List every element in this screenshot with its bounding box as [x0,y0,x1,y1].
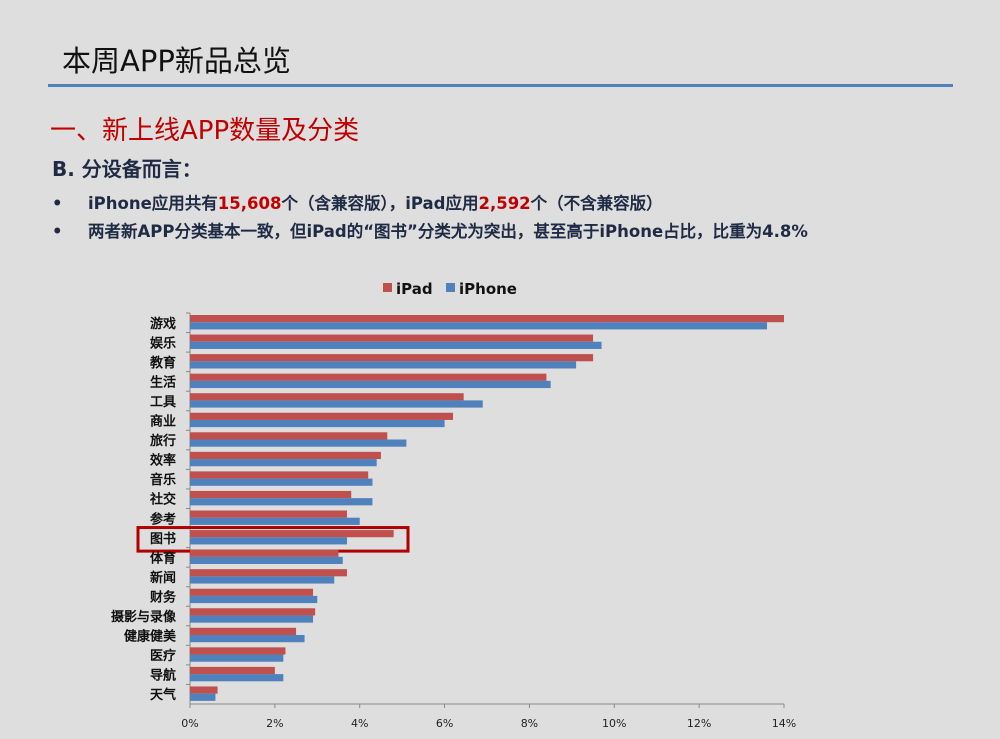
bar-ipad [190,393,464,401]
category-label: 社交 [149,492,176,508]
x-tick-label: 8% [521,717,538,730]
section-heading: 一、新上线APP数量及分类 [50,116,360,146]
bar-ipad [190,588,314,596]
bar-ipad [190,334,594,342]
x-tick-label: 12% [687,717,711,730]
category-label: 生活 [150,374,176,390]
category-label: 新闻 [150,570,176,586]
bar-iphone [190,361,577,369]
bar-ipad [190,549,339,557]
bar-iphone [190,537,347,545]
category-label: 游戏 [150,316,176,332]
bar-iphone [190,322,768,330]
bar-iphone [190,459,377,467]
bullet-dot: • [52,194,63,213]
bar-ipad [190,490,352,499]
bar-ipad [190,354,594,362]
bar-ipad [190,471,369,479]
bar-ipad [190,412,454,420]
category-label: 商业 [150,414,176,430]
bar-iphone [190,576,335,584]
x-tick-label: 6% [436,717,453,730]
bar-ipad [190,666,275,675]
bullet-dot: • [52,222,63,241]
category-label: 旅行 [150,433,176,449]
bar-iphone [190,439,407,447]
bar-iphone [190,498,373,506]
bar-iphone [190,595,318,604]
iphone-count: 15,608 [217,194,282,213]
bar-iphone [190,556,343,564]
bar-iphone [190,674,284,682]
bar-ipad [190,530,394,538]
x-tick-label: 14% [772,717,796,730]
bullet-2: • 两者新APP分类基本一致，但iPad的“图书”分类尤为突出，甚至高于iPhon… [52,218,808,242]
bullet-text: 两者新APP分类基本一致，但iPad的“图书”分类尤为突出，甚至高于iPhone… [88,222,808,241]
bar-iphone [190,517,360,525]
category-label: 导航 [150,668,176,684]
ipad-count: 2,592 [478,194,531,213]
x-tick-label: 10% [602,717,626,730]
bullet-text: iPhone应用共有 [88,194,218,213]
legend-swatch-ipad [383,283,392,292]
category-label: 医疗 [150,648,176,664]
legend-label-ipad: iPad [396,280,433,298]
bar-ipad [190,569,347,577]
bar-ipad [190,647,286,655]
bar-iphone [190,341,602,349]
category-label: 教育 [149,355,176,371]
category-label: 摄影与录像 [111,609,177,625]
category-label: 体育 [150,550,176,566]
category-label: 图书 [150,531,176,547]
bullet-text: 个（含兼容版），iPad应用 [281,194,479,213]
bar-ipad [190,608,316,616]
category-label: 娱乐 [150,335,176,351]
category-label: 音乐 [150,472,176,488]
slide-title: 本周APP新品总览 [62,44,291,78]
bar-ipad [190,510,347,518]
category-label: 工具 [150,395,176,410]
legend-label-iphone: iPhone [459,280,517,298]
x-tick-label: 2% [266,717,283,730]
x-tick-label: 0% [181,717,198,730]
bullet-1: • iPhone应用共有15,608个（含兼容版），iPad应用2,592个（不含… [52,190,663,214]
category-label: 天气 [150,687,176,703]
subheading: B. 分设备而言： [52,157,202,181]
x-tick-label: 4% [351,717,368,730]
bar-iphone [190,380,551,389]
bar-ipad [190,315,784,323]
bar-ipad [190,373,547,381]
category-label: 效率 [150,453,176,469]
bar-ipad [190,451,381,460]
title-divider [48,84,953,87]
bar-iphone [190,615,314,623]
bar-iphone [190,693,216,701]
bar-iphone [190,654,284,662]
legend-swatch-iphone [446,283,455,292]
category-label: 参考 [150,511,176,527]
category-label: 财务 [150,589,177,605]
bullet-text: 个（不含兼容版） [530,194,663,213]
bar-iphone [190,419,445,428]
bar-iphone [190,635,305,643]
category-label: 健康健美 [124,629,177,645]
bar-iphone [190,478,373,486]
bar-ipad [190,627,297,635]
bar-ipad [190,432,388,440]
bar-ipad [190,686,218,694]
bar-iphone [190,400,483,408]
